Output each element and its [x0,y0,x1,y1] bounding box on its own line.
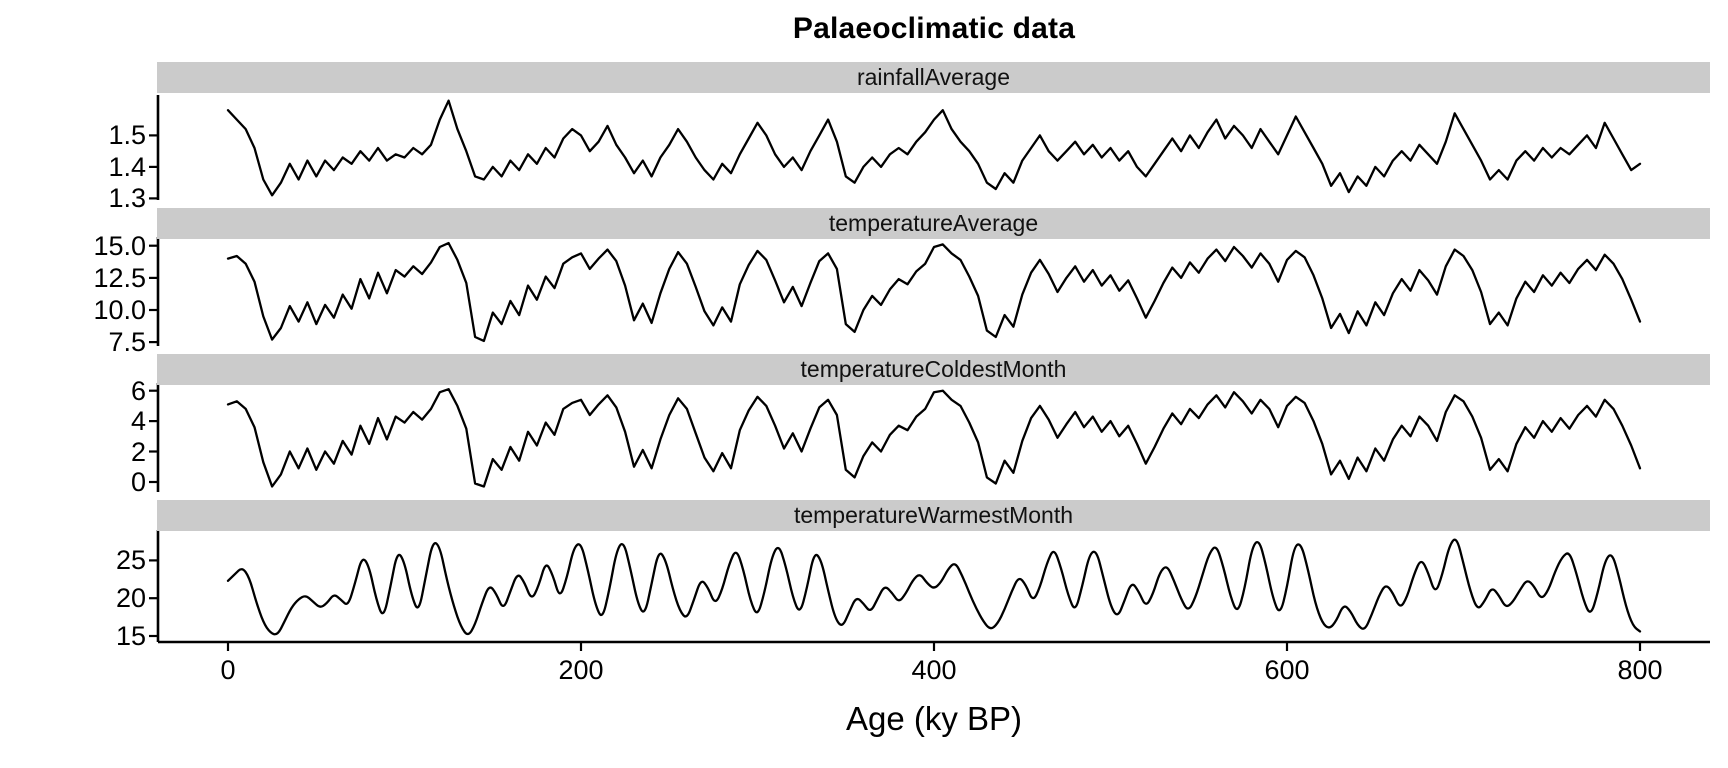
series-line-temperatureColdestMonth [226,388,1642,488]
y-tick-label: 15.0 [93,230,146,261]
x-axis-title: Age (ky BP) [845,700,1023,737]
y-tick-label: 2 [130,436,146,467]
series-line-temperatureWarmestMonth [226,538,1642,636]
facet-strip-temperature-average: temperatureAverage [157,208,1710,239]
y-tick-label: 15 [115,620,146,651]
facet-strip-temperature-warmest-month: temperatureWarmestMonth [157,500,1710,531]
series-line-temperatureAverage [226,241,1642,343]
chart-title: Palaeoclimatic data [792,12,1076,45]
y-tick-label: 25 [115,545,146,576]
y-tick-label: 10.0 [93,295,146,325]
y-tick-label: 6 [130,375,146,406]
facet-strip-temperature-coldest-month: temperatureColdestMonth [157,354,1710,385]
facet-strip-label: temperatureWarmestMonth [793,502,1074,528]
y-tick-label: 1.4 [108,151,146,182]
y-tick-label: 12.5 [93,262,146,293]
y-tick-label: 7.5 [108,327,146,358]
x-tick-label: 800 [1617,655,1663,685]
y-tick-label: 1.3 [108,183,146,214]
x-tick-label: 0 [220,655,236,685]
y-tick-label: 1.5 [108,120,146,151]
x-tick-label: 400 [911,655,957,685]
x-tick-label: 200 [558,655,604,685]
x-tick-label: 600 [1264,655,1310,685]
series-line-rainfallAverage [226,99,1642,197]
facet-strip-label: temperatureAverage [828,210,1039,236]
y-tick-label: 0 [130,466,146,497]
facet-strip-rainfall-average: rainfallAverage [157,62,1710,93]
facet-strip-label: rainfallAverage [856,64,1010,90]
y-tick-label: 20 [115,583,146,614]
y-tick-label: 4 [130,406,146,437]
facet-strip-label: temperatureColdestMonth [800,356,1067,382]
